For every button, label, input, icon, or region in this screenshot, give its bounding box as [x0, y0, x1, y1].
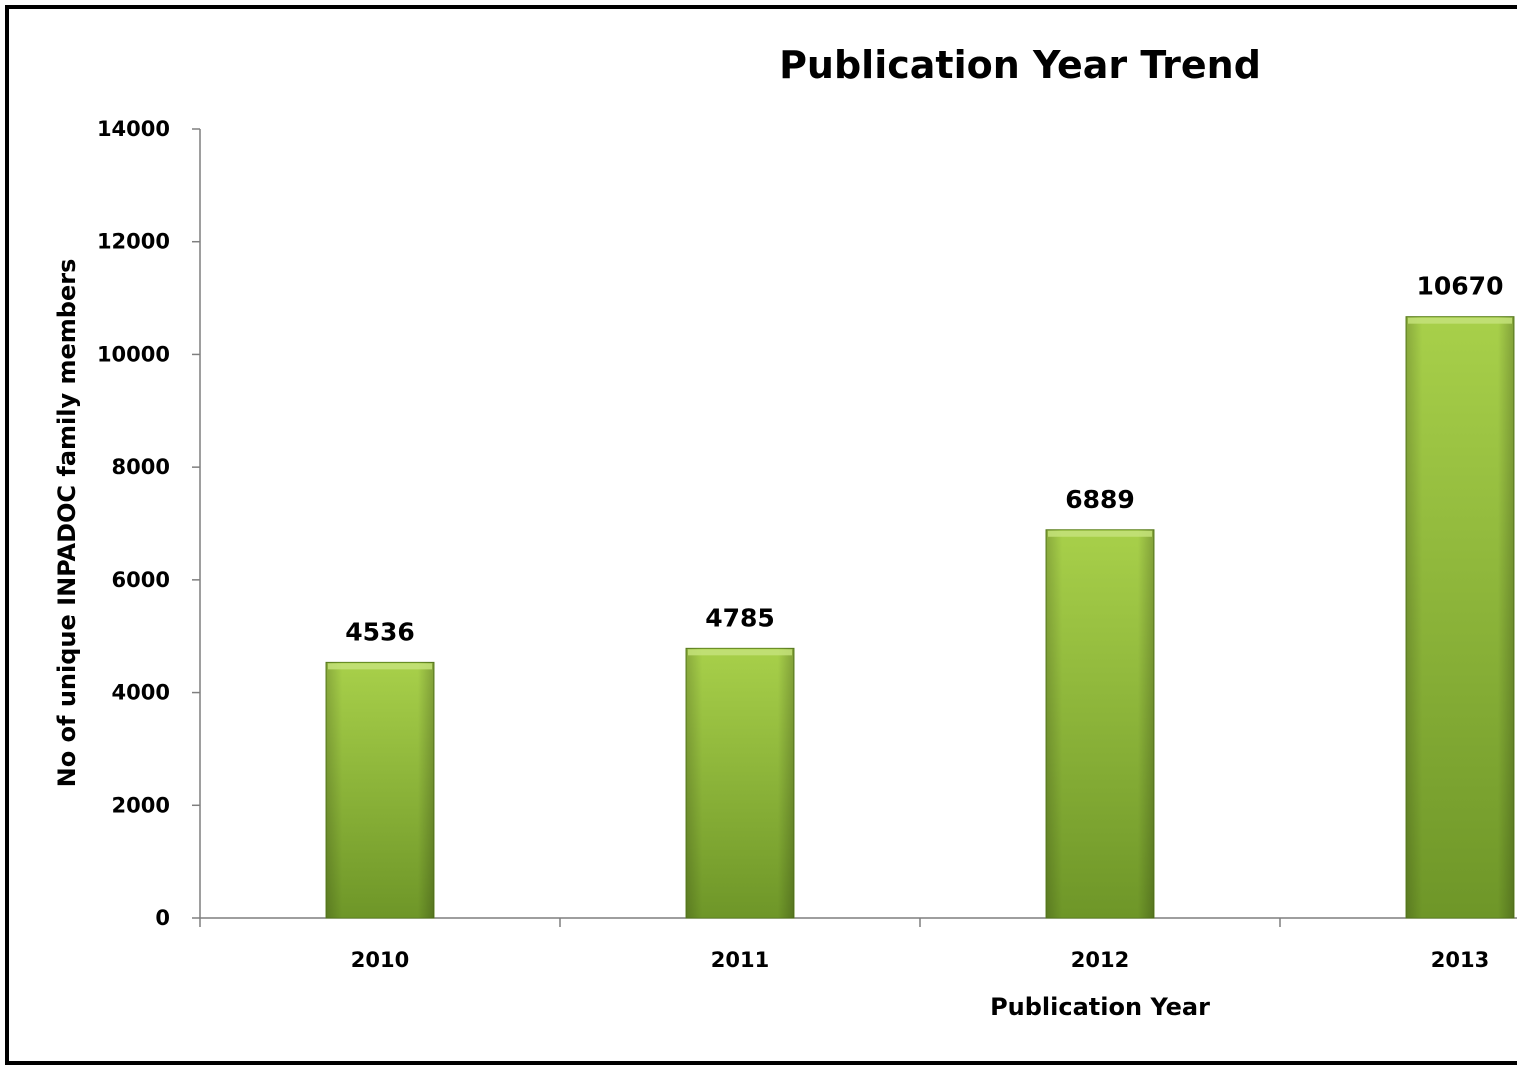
bar-shade-2012	[1046, 529, 1154, 918]
x-tick-label: 2013	[1431, 948, 1489, 972]
y-tick-label: 0	[155, 906, 170, 930]
chart-frame-border	[5, 5, 1517, 1065]
y-tick-label: 10000	[97, 342, 170, 366]
data-label-2010: 4536	[345, 617, 415, 646]
data-labels: 4536 4785 6889 10670	[345, 272, 1503, 647]
data-label-2011: 4785	[705, 603, 775, 632]
data-label-2013: 10670	[1417, 272, 1504, 301]
x-axis: 2010 2011 2012 2013	[199, 917, 1517, 972]
x-tick-label: 2011	[711, 948, 769, 972]
y-tick-label: 12000	[97, 230, 170, 254]
bar-shade-2011	[686, 648, 794, 918]
bar-highlight-2011	[688, 649, 792, 656]
y-tick-label: 14000	[97, 117, 170, 141]
data-label-2012: 6889	[1065, 485, 1135, 514]
chart-title: Publication Year Trend	[779, 43, 1261, 87]
x-axis-label: Publication Year	[990, 993, 1210, 1021]
y-axis: 0 2000 4000 6000 8000 10000 12000 14000	[97, 117, 201, 930]
y-axis-label: No of unique INPADOC family members	[53, 259, 81, 788]
bars	[325, 316, 1515, 919]
bar-shade-2010	[326, 662, 434, 918]
bar-highlight-2012	[1048, 530, 1152, 537]
y-tick-label: 2000	[112, 793, 170, 817]
y-tick-label: 4000	[112, 681, 170, 705]
bar-highlight-2013	[1408, 317, 1512, 324]
y-tick-label: 8000	[112, 455, 170, 479]
x-tick-label: 2010	[351, 948, 409, 972]
bar-shade-2013	[1406, 316, 1514, 918]
y-tick-label: 6000	[112, 568, 170, 592]
x-tick-label: 2012	[1071, 948, 1129, 972]
bar-highlight-2010	[328, 663, 432, 670]
